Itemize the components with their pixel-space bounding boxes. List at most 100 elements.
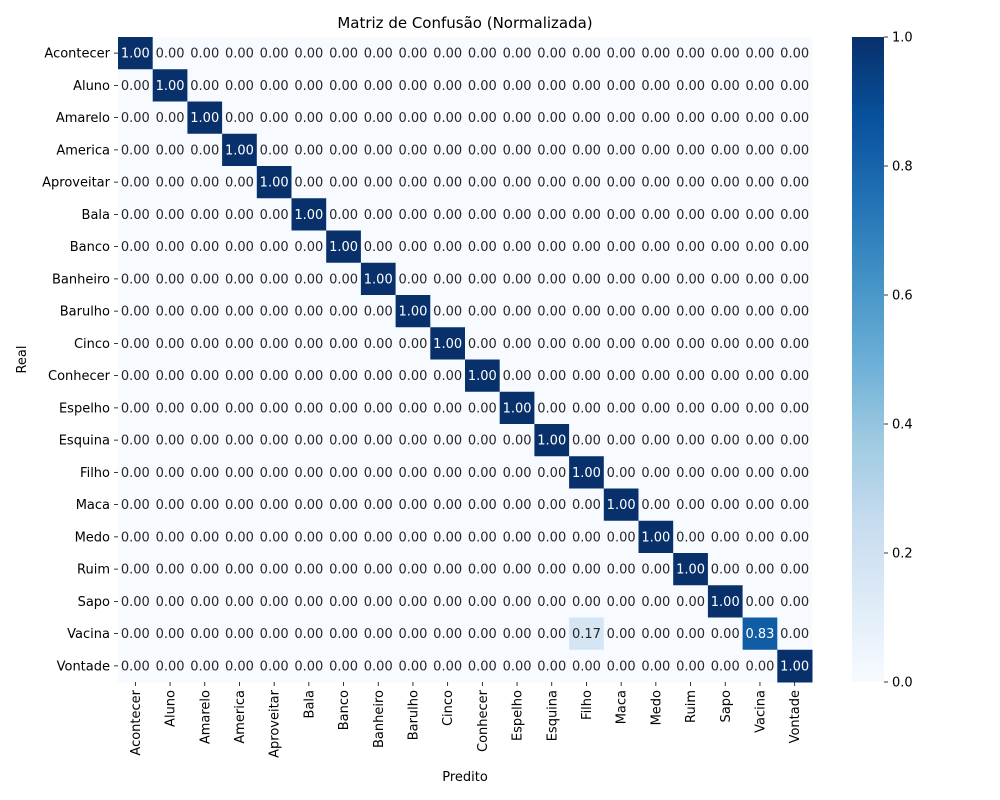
- cell-value-label: 0.00: [676, 627, 705, 642]
- heatmap-cell: [569, 585, 605, 618]
- cell-value-label: 0.00: [260, 208, 289, 223]
- heatmap-cell: [673, 198, 709, 231]
- cell-value-label: 0.00: [676, 305, 705, 320]
- heatmap-cell: [499, 424, 535, 457]
- heatmap-cell: [569, 424, 605, 457]
- cell-value-label: 0.00: [329, 401, 358, 416]
- cell-value-label: 0.00: [607, 79, 636, 94]
- cell-value-label: 0.00: [572, 530, 601, 545]
- heatmap-cell: [534, 424, 570, 457]
- cell-value-label: 0.00: [503, 563, 532, 578]
- cell-value-label: 0.00: [641, 434, 670, 449]
- heatmap-cell: [603, 166, 639, 199]
- heatmap-cell: [291, 327, 327, 360]
- heatmap-cell: [187, 133, 223, 167]
- cell-value-label: 1.00: [572, 466, 601, 481]
- cell-value-label: 0.00: [225, 595, 254, 610]
- heatmap-cell: [777, 101, 813, 135]
- cell-value-label: 0.00: [190, 434, 219, 449]
- heatmap-cell: [291, 585, 327, 618]
- heatmap-cell: [499, 37, 535, 70]
- heatmap-cell: [291, 617, 327, 651]
- cell-value-label: 0.00: [433, 530, 462, 545]
- heatmap-cell: [222, 359, 258, 393]
- cell-value-label: 0.00: [641, 466, 670, 481]
- heatmap-cell: [465, 553, 501, 586]
- x-axis-ticks: Acontecer Aluno Amarelo America Aproveitar Ba…: [129, 682, 803, 758]
- heatmap-cell: [465, 101, 501, 135]
- cell-value-label: 0.00: [780, 47, 809, 62]
- cell-value-label: 0.00: [190, 498, 219, 513]
- heatmap-cells: 1.00 0.00 0.00 0.00 0.00 0.00 0.00 0.00 0.00 0.00…: [118, 37, 813, 683]
- cell-value-label: 0.00: [780, 208, 809, 223]
- cell-value-label: 0.00: [294, 530, 323, 545]
- cell-value-label: 0.00: [503, 659, 532, 674]
- heatmap-cell: [499, 295, 535, 328]
- heatmap-cell: [777, 327, 813, 360]
- heatmap-cell: [256, 456, 292, 489]
- cell-value-label: 0.00: [745, 369, 774, 384]
- heatmap-cell: [118, 520, 154, 554]
- cell-value-label: 0.00: [398, 337, 427, 352]
- cell-value-label: 0.00: [572, 240, 601, 255]
- heatmap-cell: [465, 391, 501, 425]
- heatmap-cell: [395, 166, 431, 199]
- cell-value-label: 0.00: [711, 401, 740, 416]
- heatmap-cell: [222, 166, 258, 199]
- cell-value-label: 0.00: [468, 208, 497, 223]
- cell-value-label: 0.00: [711, 208, 740, 223]
- heatmap-cell: [360, 101, 397, 135]
- heatmap-cell: [118, 617, 154, 651]
- heatmap-cell: [777, 391, 813, 425]
- y-tick-label: Acontecer: [44, 47, 110, 62]
- cell-value-label: 0.00: [190, 595, 219, 610]
- heatmap-cell: [326, 37, 362, 70]
- heatmap-cell: [673, 262, 709, 296]
- cell-value-label: 1.00: [676, 563, 705, 578]
- cell-value-label: 1.00: [780, 659, 809, 674]
- cell-value-label: 0.00: [468, 530, 497, 545]
- heatmap-cell: [360, 295, 397, 328]
- cell-value-label: 1.00: [537, 434, 566, 449]
- cell-value-label: 0.00: [190, 176, 219, 191]
- heatmap-cell: [499, 133, 535, 167]
- heatmap-cell: [707, 295, 744, 328]
- heatmap-cell: [569, 488, 605, 522]
- heatmap-cell: [326, 327, 362, 360]
- heatmap-cell: [707, 424, 744, 457]
- heatmap-cell: [465, 230, 501, 264]
- heatmap-cell: [499, 230, 535, 264]
- y-tick-label: Maca: [76, 498, 110, 513]
- heatmap-cell: [777, 585, 813, 618]
- heatmap-cell: [430, 101, 466, 135]
- heatmap-cell: [187, 553, 223, 586]
- cell-value-label: 0.00: [503, 79, 532, 94]
- colorbar-tick-label: 0.4: [892, 418, 913, 433]
- cell-value-label: 0.00: [676, 369, 705, 384]
- cell-value-label: 0.00: [398, 208, 427, 223]
- cell-value-label: 0.00: [607, 530, 636, 545]
- heatmap-cell: [256, 553, 292, 586]
- cell-value-label: 0.00: [711, 111, 740, 126]
- heatmap-cell: [360, 520, 397, 554]
- cell-value-label: 0.00: [745, 305, 774, 320]
- heatmap-cell: [534, 37, 570, 70]
- heatmap-cell: [707, 617, 744, 651]
- heatmap-cell: [777, 424, 813, 457]
- heatmap-cell: [603, 585, 639, 618]
- cell-value-label: 0.00: [468, 79, 497, 94]
- cell-value-label: 0.00: [780, 498, 809, 513]
- cell-value-label: 0.00: [294, 401, 323, 416]
- heatmap-cell: [187, 262, 223, 296]
- heatmap-cell: [430, 391, 466, 425]
- heatmap-cell: [326, 553, 362, 586]
- heatmap-cell: [603, 520, 639, 554]
- cell-value-label: 0.00: [641, 111, 670, 126]
- heatmap-cell: [152, 520, 188, 554]
- heatmap-cell: [742, 553, 778, 586]
- cell-value-label: 0.00: [294, 176, 323, 191]
- cell-value-label: 0.00: [745, 143, 774, 158]
- heatmap-cell: [569, 262, 605, 296]
- heatmap-cell: [430, 456, 466, 489]
